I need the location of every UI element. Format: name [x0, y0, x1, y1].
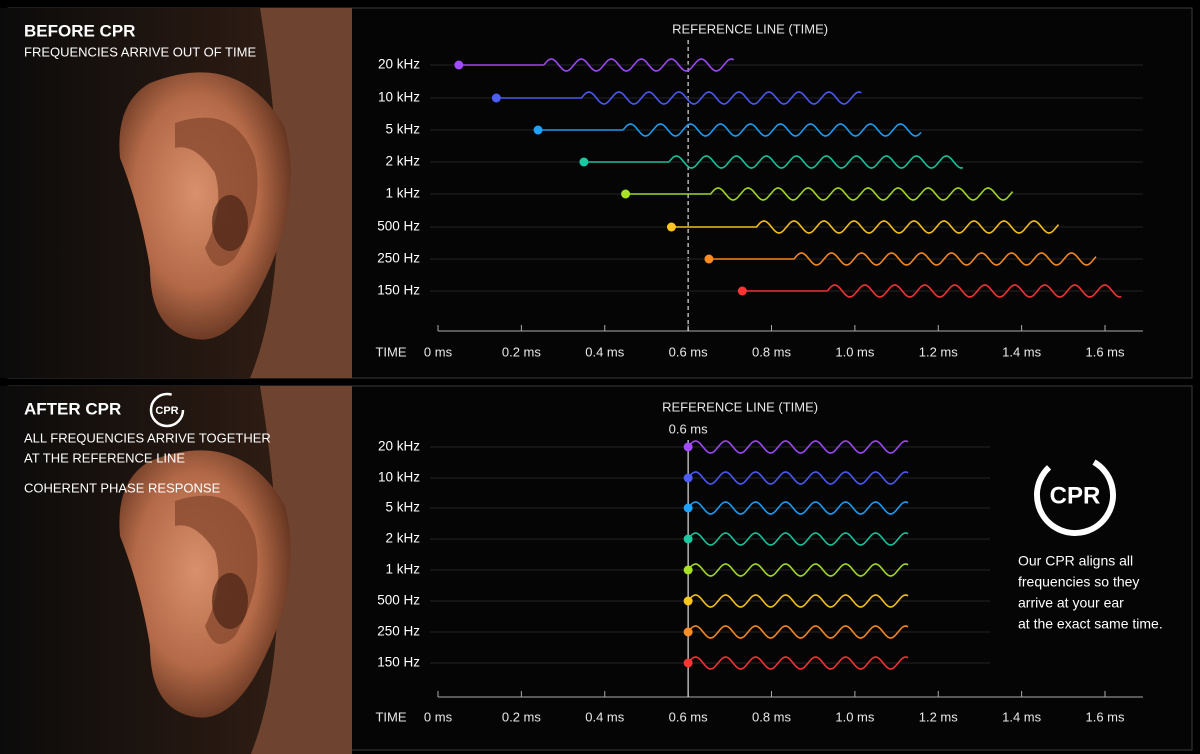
x-tick-label: 0.2 ms [502, 344, 542, 359]
badge-ring [149, 392, 185, 428]
x-axis-label: TIME [375, 344, 406, 359]
arrival-dot [683, 473, 693, 483]
arrival-dot [683, 442, 693, 452]
reference-title: REFERENCE LINE (TIME) [662, 399, 818, 414]
x-tick-label: 0.6 ms [669, 344, 709, 359]
x-tick-label: 1.0 ms [835, 709, 875, 724]
x-tick-label: 1.4 ms [1002, 344, 1042, 359]
frequency-label: 150 Hz [377, 283, 420, 298]
x-tick-label: 0.2 ms [502, 709, 542, 724]
frequency-label: 150 Hz [377, 655, 420, 670]
frequency-label: 500 Hz [377, 219, 420, 234]
arrival-dot [579, 157, 589, 167]
waveform [686, 440, 909, 454]
arrival-dot [683, 534, 693, 544]
subtitle: FREQUENCIES ARRIVE OUT OF TIME [24, 44, 256, 59]
note-line: arrive at your ear [1018, 595, 1124, 611]
frequency-label: 2 kHz [385, 154, 420, 169]
x-tick-label: 1.2 ms [919, 709, 959, 724]
waveform [671, 220, 1060, 234]
frequency-label: 20 kHz [378, 439, 420, 454]
frequency-label: 5 kHz [385, 500, 420, 515]
x-axis-label: TIME [375, 709, 406, 724]
frequency-label: 250 Hz [377, 624, 420, 639]
x-tick-label: 1.6 ms [1085, 709, 1125, 724]
frequency-label: 5 kHz [385, 122, 420, 137]
note-line: Our CPR aligns all [1018, 553, 1133, 569]
arrival-dot [491, 93, 501, 103]
reference-label: 0.6 ms [669, 421, 709, 436]
waveform [686, 656, 909, 670]
x-tick-label: 0.6 ms [669, 709, 709, 724]
arrival-dot [704, 254, 714, 264]
waveform [686, 532, 909, 546]
badge-text: CPR [155, 405, 178, 417]
frequency-label: 20 kHz [378, 57, 420, 72]
arrival-dot [666, 222, 676, 232]
waveform [583, 155, 964, 169]
frequency-label: 1 kHz [385, 562, 420, 577]
x-tick-label: 0 ms [424, 344, 453, 359]
arrival-dot [454, 60, 464, 70]
arrival-dot [683, 658, 693, 668]
subtitle: ALL FREQUENCIES ARRIVE TOGETHER [24, 430, 271, 445]
arrival-dot [683, 503, 693, 513]
x-tick-label: 1.4 ms [1002, 709, 1042, 724]
ear-image [0, 8, 352, 378]
waveform [496, 91, 862, 105]
arrival-dot [621, 189, 631, 199]
x-tick-label: 0.4 ms [585, 709, 625, 724]
x-tick-label: 0 ms [424, 709, 453, 724]
waveform [686, 594, 909, 608]
subtitle: COHERENT PHASE RESPONSE [24, 480, 221, 495]
waveform [625, 187, 1014, 201]
waveform [686, 501, 909, 515]
waveform [708, 252, 1097, 266]
reference-title: REFERENCE LINE (TIME) [672, 21, 828, 36]
frequency-label: 10 kHz [378, 90, 420, 105]
arrival-dot [737, 286, 747, 296]
waveform [458, 58, 735, 72]
arrival-dot [683, 565, 693, 575]
x-tick-label: 1.6 ms [1085, 344, 1125, 359]
frequency-label: 2 kHz [385, 531, 420, 546]
subtitle: AT THE REFERENCE LINE [24, 450, 185, 465]
logo-text: CPR [1050, 482, 1101, 509]
waveform [686, 471, 909, 485]
note-line: frequencies so they [1018, 574, 1139, 590]
arrival-dot [683, 627, 693, 637]
panel-title: BEFORE CPR [24, 21, 135, 40]
arrival-dot [533, 125, 543, 135]
waveform [742, 284, 1122, 298]
x-tick-label: 0.8 ms [752, 709, 792, 724]
frequency-label: 1 kHz [385, 186, 420, 201]
x-tick-label: 0.8 ms [752, 344, 792, 359]
arrival-dot [683, 596, 693, 606]
waveform [538, 123, 922, 137]
x-tick-label: 0.4 ms [585, 344, 625, 359]
waveform [686, 625, 909, 639]
frequency-label: 500 Hz [377, 593, 420, 608]
frequency-label: 10 kHz [378, 470, 420, 485]
frequency-label: 250 Hz [377, 251, 420, 266]
x-tick-label: 1.2 ms [919, 344, 959, 359]
waveform [686, 563, 909, 577]
logo-ring [1034, 453, 1116, 536]
x-tick-label: 1.0 ms [835, 344, 875, 359]
panel-title: AFTER CPR [24, 399, 121, 418]
note-line: at the exact same time. [1018, 616, 1163, 632]
